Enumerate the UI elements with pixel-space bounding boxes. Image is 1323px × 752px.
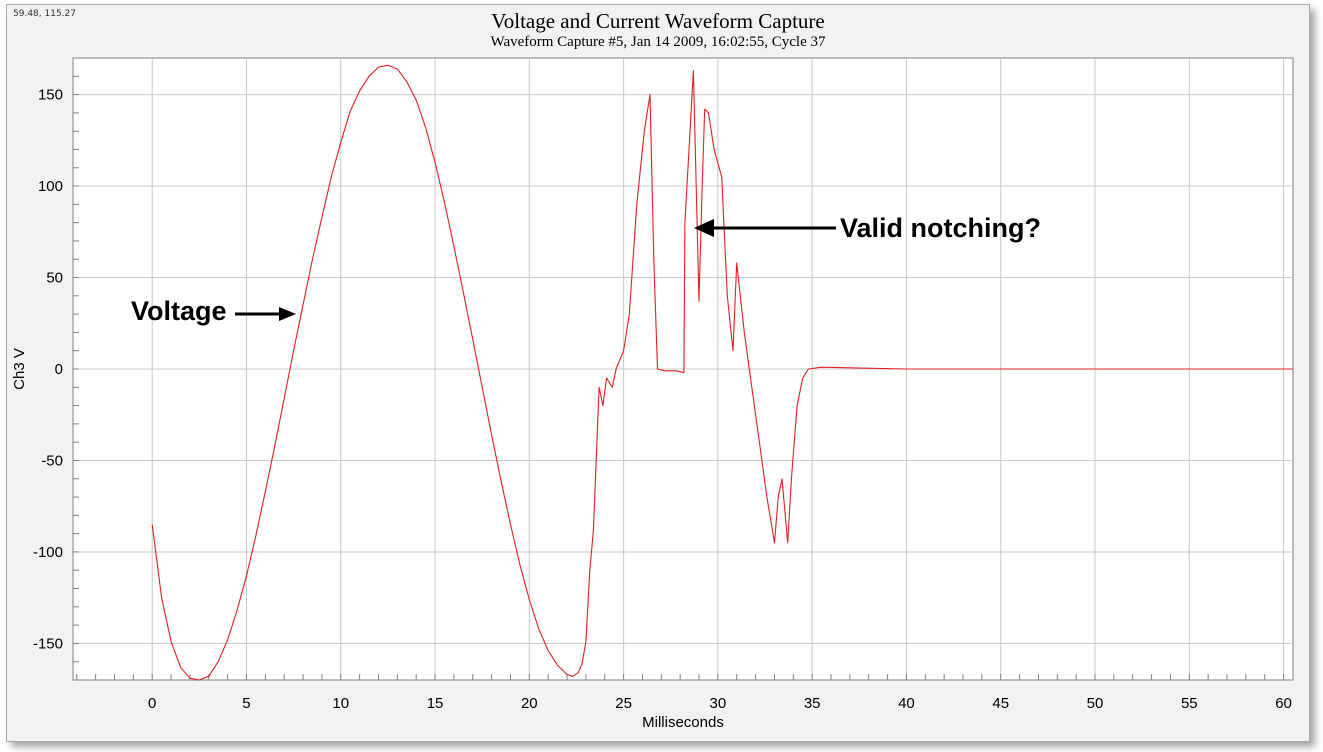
x-tick-labels: 0 5 10 15 20 25 30 35 40 45 50 55 60 <box>148 695 1292 712</box>
x-axis-title: Milliseconds <box>642 714 724 731</box>
x-tick-label: 0 <box>148 695 156 712</box>
x-tick-label: 30 <box>710 695 727 712</box>
x-tick-label: 50 <box>1087 695 1104 712</box>
y-tick-label: 150 <box>38 87 63 104</box>
x-tick-label: 35 <box>804 695 821 712</box>
x-tick-label: 5 <box>242 695 250 712</box>
cursor-coordinate-readout: 59.48, 115.27 <box>13 9 76 19</box>
voltage-annotation-arrowhead <box>279 307 296 321</box>
y-tick-label: 50 <box>46 270 63 287</box>
x-tick-label: 55 <box>1181 695 1198 712</box>
chart-title: Voltage and Current Waveform Capture <box>491 9 825 33</box>
y-tick-label: 0 <box>55 361 63 378</box>
x-tick-label: 25 <box>615 695 632 712</box>
x-tick-label: 60 <box>1275 695 1292 712</box>
chart-subtitle: Waveform Capture #5, Jan 14 2009, 16:02:… <box>490 34 826 50</box>
x-tick-label: 45 <box>992 695 1009 712</box>
minor-ticks <box>73 57 1285 681</box>
x-tick-label: 20 <box>521 695 538 712</box>
y-tick-label: -50 <box>41 452 63 469</box>
y-tick-labels: -150 -100 -50 0 50 100 150 <box>33 87 63 653</box>
voltage-annotation-label: Voltage <box>131 296 227 326</box>
voltage-waveform-line <box>151 64 1293 681</box>
voltage-annotation: Voltage <box>131 296 296 326</box>
y-tick-label: 100 <box>38 178 63 195</box>
x-tick-label: 15 <box>427 695 444 712</box>
y-axis-title: Ch3 V <box>11 348 28 390</box>
y-tick-label: -150 <box>33 635 63 652</box>
x-tick-label: 10 <box>332 695 349 712</box>
notching-annotation: Valid notching? <box>694 213 1041 243</box>
notching-annotation-arrowhead <box>694 219 714 237</box>
notching-annotation-label: Valid notching? <box>840 213 1041 243</box>
x-tick-label: 40 <box>898 695 915 712</box>
y-tick-label: -100 <box>33 544 63 561</box>
